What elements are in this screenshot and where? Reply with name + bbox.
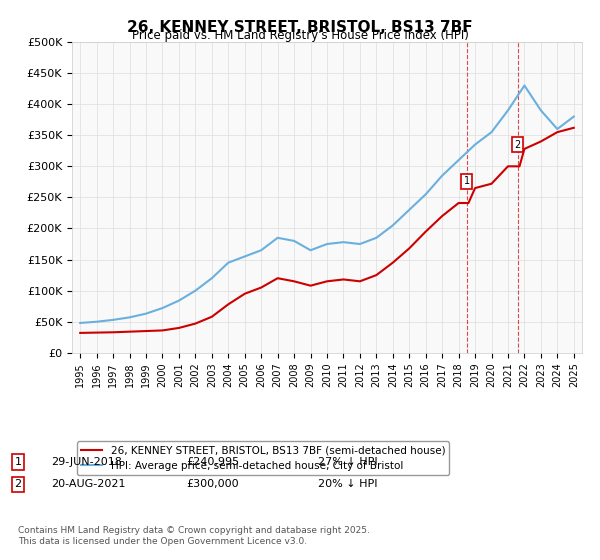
Legend: 26, KENNEY STREET, BRISTOL, BS13 7BF (semi-detached house), HPI: Average price, : 26, KENNEY STREET, BRISTOL, BS13 7BF (se… (77, 441, 449, 475)
Text: 27% ↓ HPI: 27% ↓ HPI (318, 457, 377, 467)
Text: 2: 2 (515, 139, 521, 150)
Text: Price paid vs. HM Land Registry's House Price Index (HPI): Price paid vs. HM Land Registry's House … (131, 29, 469, 42)
Text: £300,000: £300,000 (186, 479, 239, 489)
Text: 1: 1 (14, 457, 22, 467)
Text: 2: 2 (14, 479, 22, 489)
Text: 26, KENNEY STREET, BRISTOL, BS13 7BF: 26, KENNEY STREET, BRISTOL, BS13 7BF (127, 20, 473, 35)
Text: Contains HM Land Registry data © Crown copyright and database right 2025.
This d: Contains HM Land Registry data © Crown c… (18, 526, 370, 546)
Text: 1: 1 (464, 176, 470, 186)
Text: £240,995: £240,995 (186, 457, 239, 467)
Text: 20% ↓ HPI: 20% ↓ HPI (318, 479, 377, 489)
Text: 29-JUN-2018: 29-JUN-2018 (51, 457, 122, 467)
Text: 20-AUG-2021: 20-AUG-2021 (51, 479, 125, 489)
